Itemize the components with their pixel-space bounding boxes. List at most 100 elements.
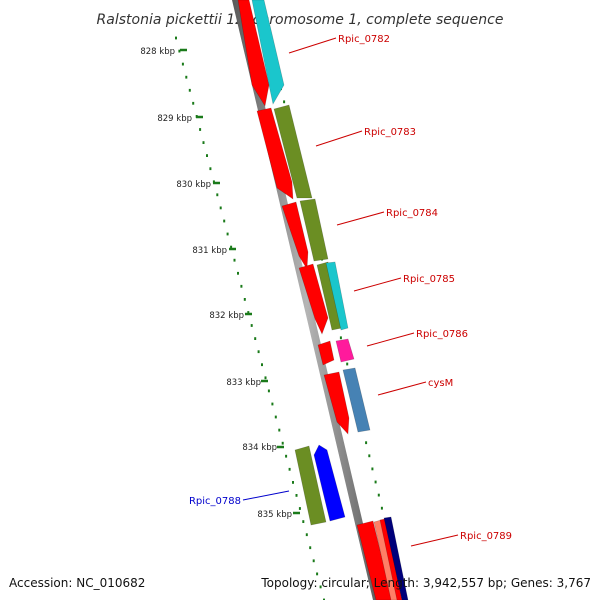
leader-line: [410, 534, 459, 547]
ruler-dot: [285, 454, 288, 458]
ruler-dot: [230, 245, 233, 249]
gene-rpic-0785-cds: [298, 263, 329, 335]
ruler-dot: [278, 428, 281, 432]
map-title: Ralstonia pickettii 12J chromosome 1, co…: [97, 12, 504, 28]
leader-line: [288, 37, 337, 54]
kbp-label: 830 kbp: [176, 180, 211, 190]
leader-line: [366, 332, 415, 347]
kbp-label: 835 kbp: [257, 510, 292, 520]
ruler-labels: 828 kbp 829 kbp 830 kbp 831 kbp 832 kbp …: [140, 47, 292, 520]
gene-rpic-0782-cds: [237, 0, 270, 107]
ruler-dot: [185, 75, 188, 79]
kbp-label: 829 kbp: [157, 114, 192, 124]
gene-rpic-0785-feature-2: [325, 261, 349, 331]
accession-text: Accession: NC_010682: [9, 576, 146, 590]
ruler-dot: [175, 36, 177, 40]
ruler-dot: [202, 141, 205, 144]
track-dot: [368, 454, 371, 458]
ruler-dot: [240, 284, 243, 288]
track-dot: [377, 493, 380, 497]
kbp-label: 833 kbp: [226, 378, 261, 388]
ruler-dot: [264, 376, 267, 380]
ruler-dot: [216, 193, 219, 197]
ruler-dot: [281, 441, 284, 445]
ruler-dot: [233, 258, 236, 262]
reverse-strand-genes: [294, 444, 346, 526]
ruler-dot: [309, 546, 312, 550]
leader-line: [242, 490, 290, 501]
track-dot: [283, 100, 286, 104]
gene-label-cysm: cysM: [428, 378, 453, 389]
ruler-dot: [312, 559, 315, 563]
gene-label-rpic-0784: Rpic_0784: [386, 208, 438, 219]
gene-label-rpic-0788: Rpic_0788: [189, 496, 241, 507]
leader-line: [377, 381, 427, 396]
track-dot: [365, 441, 368, 445]
gene-rpic-0783-cds: [256, 107, 294, 200]
gene-labels: Rpic_0782 Rpic_0783 Rpic_0784 Rpic_0785 …: [189, 34, 512, 547]
ruler-dot: [188, 88, 191, 92]
ruler-dot: [223, 219, 226, 223]
gene-label-rpic-0785: Rpic_0785: [403, 274, 455, 285]
ruler-dot: [178, 49, 181, 53]
kbp-label: 828 kbp: [140, 47, 175, 57]
ruler-dot: [254, 337, 257, 340]
ruler-dot: [316, 572, 319, 576]
gene-cysm-feature: [342, 367, 371, 433]
track-dot: [371, 467, 374, 471]
genome-summary-text: Topology: circular; Length: 3,942,557 bp…: [261, 576, 591, 590]
ruler-dot: [192, 101, 195, 105]
forward-strand-genes: [237, 0, 409, 600]
track-dot: [380, 506, 383, 510]
leader-line: [315, 130, 363, 147]
gene-label-rpic-0789: Rpic_0789: [460, 531, 512, 542]
gene-rpic-0784-cds: [281, 201, 309, 270]
gene-rpic-0782-feature: [251, 0, 285, 105]
gene-cysm-cds: [323, 371, 350, 435]
ruler-dot: [305, 533, 308, 537]
ruler-dot: [298, 507, 301, 510]
track-dot: [346, 362, 349, 366]
gene-rpic-0786-cds: [317, 340, 335, 366]
chromosome-backbone: [232, 0, 381, 600]
ruler-dot: [219, 206, 222, 210]
ruler-dot: [257, 350, 260, 354]
gene-rpic-0783-feature: [273, 104, 313, 199]
leader-line: [353, 277, 402, 292]
kbp-label: 832 kbp: [209, 311, 244, 321]
ruler-dot: [243, 298, 246, 301]
ruler-dot: [206, 154, 208, 157]
ruler-dot: [319, 585, 322, 589]
kbp-label: 834 kbp: [242, 443, 277, 453]
gene-rpic-0784-feature: [299, 198, 329, 262]
gene-rpic-0789-feature-3: [383, 516, 409, 600]
ruler-dot: [295, 494, 298, 497]
gene-rpic-0786-feature: [335, 338, 355, 363]
track-dot: [339, 336, 342, 340]
ruler-dot: [226, 232, 229, 236]
gene-label-rpic-0783: Rpic_0783: [364, 127, 416, 138]
ruler-dot: [323, 598, 325, 600]
ruler-dot: [250, 324, 253, 327]
ruler-dot: [209, 167, 212, 171]
gene-rpic-0789-feature-2: [379, 518, 403, 600]
leader-line: [336, 211, 385, 226]
ruler-dots: [175, 36, 325, 600]
ruler-dot: [199, 128, 202, 131]
track-dot: [374, 480, 377, 484]
ruler-dot: [247, 311, 250, 314]
ruler-dot: [261, 363, 263, 367]
ruler-dot: [274, 415, 277, 419]
ruler-dot: [292, 481, 294, 484]
ruler-dot: [271, 402, 274, 406]
gene-rpic-0789-cds: [356, 520, 393, 600]
ruler-ticks: [180, 48, 300, 515]
ruler-dot: [181, 62, 184, 66]
ruler-dot: [267, 389, 270, 393]
ruler-dot: [288, 467, 291, 471]
gene-rpic-0788-cds: [313, 444, 346, 522]
gene-rpic-0788-feature: [294, 445, 327, 526]
kbp-label: 831 kbp: [192, 246, 227, 256]
gene-label-rpic-0782: Rpic_0782: [338, 34, 390, 45]
